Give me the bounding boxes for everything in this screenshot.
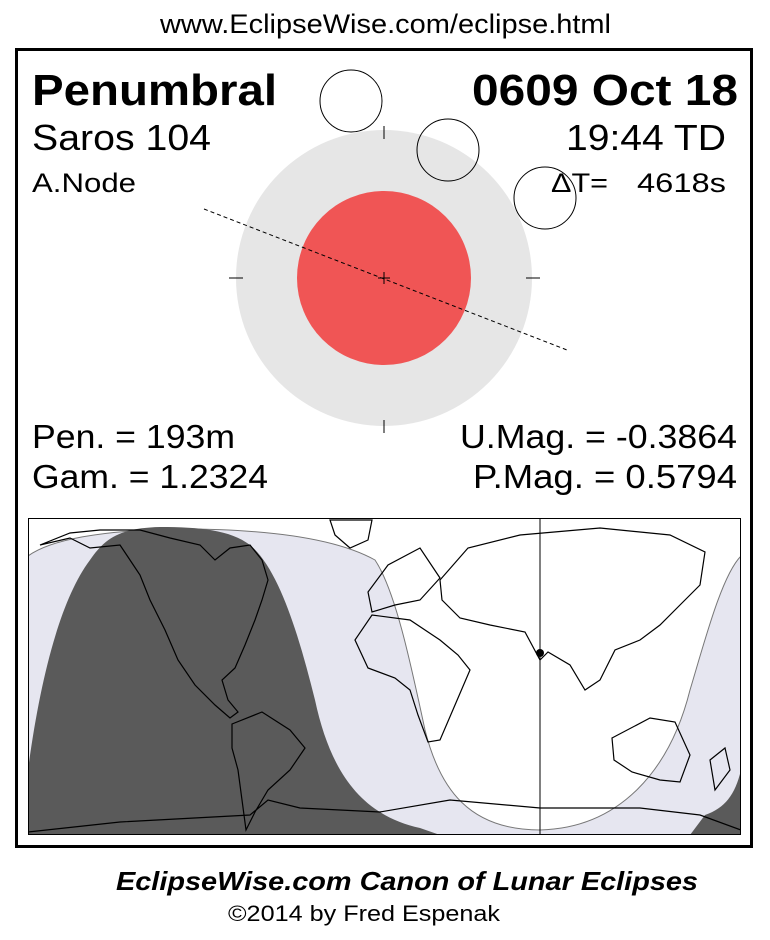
map-border [28,518,741,835]
penumbral-magnitude: P.Mag. = 0.5794 [473,458,737,495]
eclipse-time: 19:44 TD [566,117,726,158]
moon-last-contact [513,166,577,230]
eclipse-type: Penumbral [32,66,277,115]
moon-greatest-eclipse [416,118,480,182]
no-visibility-zone-east [690,770,741,835]
sub-lunar-point [536,649,544,657]
coastlines [28,519,741,833]
eclipse-date: 0609 Oct 18 [472,66,738,115]
umbral-magnitude: U.Mag. = -0.3864 [460,418,737,455]
node: A.Node [32,168,136,198]
delta-t-label: ΔT= [551,168,608,198]
penumbral-duration: Pen. = 193m [32,418,235,455]
delta-t-value: 4618s [637,168,726,198]
url-header: www.EclipseWise.com/eclipse.html [159,9,611,39]
moon-path-line [203,208,568,351]
gamma: Gam. = 1.2324 [32,458,268,495]
axis-ticks [229,126,540,433]
footer-copyright: ©2014 by Fred Espenak [228,901,501,926]
no-visibility-zone-west [28,527,440,835]
eclipse-diagram [203,69,577,433]
moon-first-contact [319,69,383,133]
footer-title: EclipseWise.com Canon of Lunar Eclipses [116,866,698,896]
saros-number: Saros 104 [32,117,211,158]
visibility-map [28,518,741,835]
